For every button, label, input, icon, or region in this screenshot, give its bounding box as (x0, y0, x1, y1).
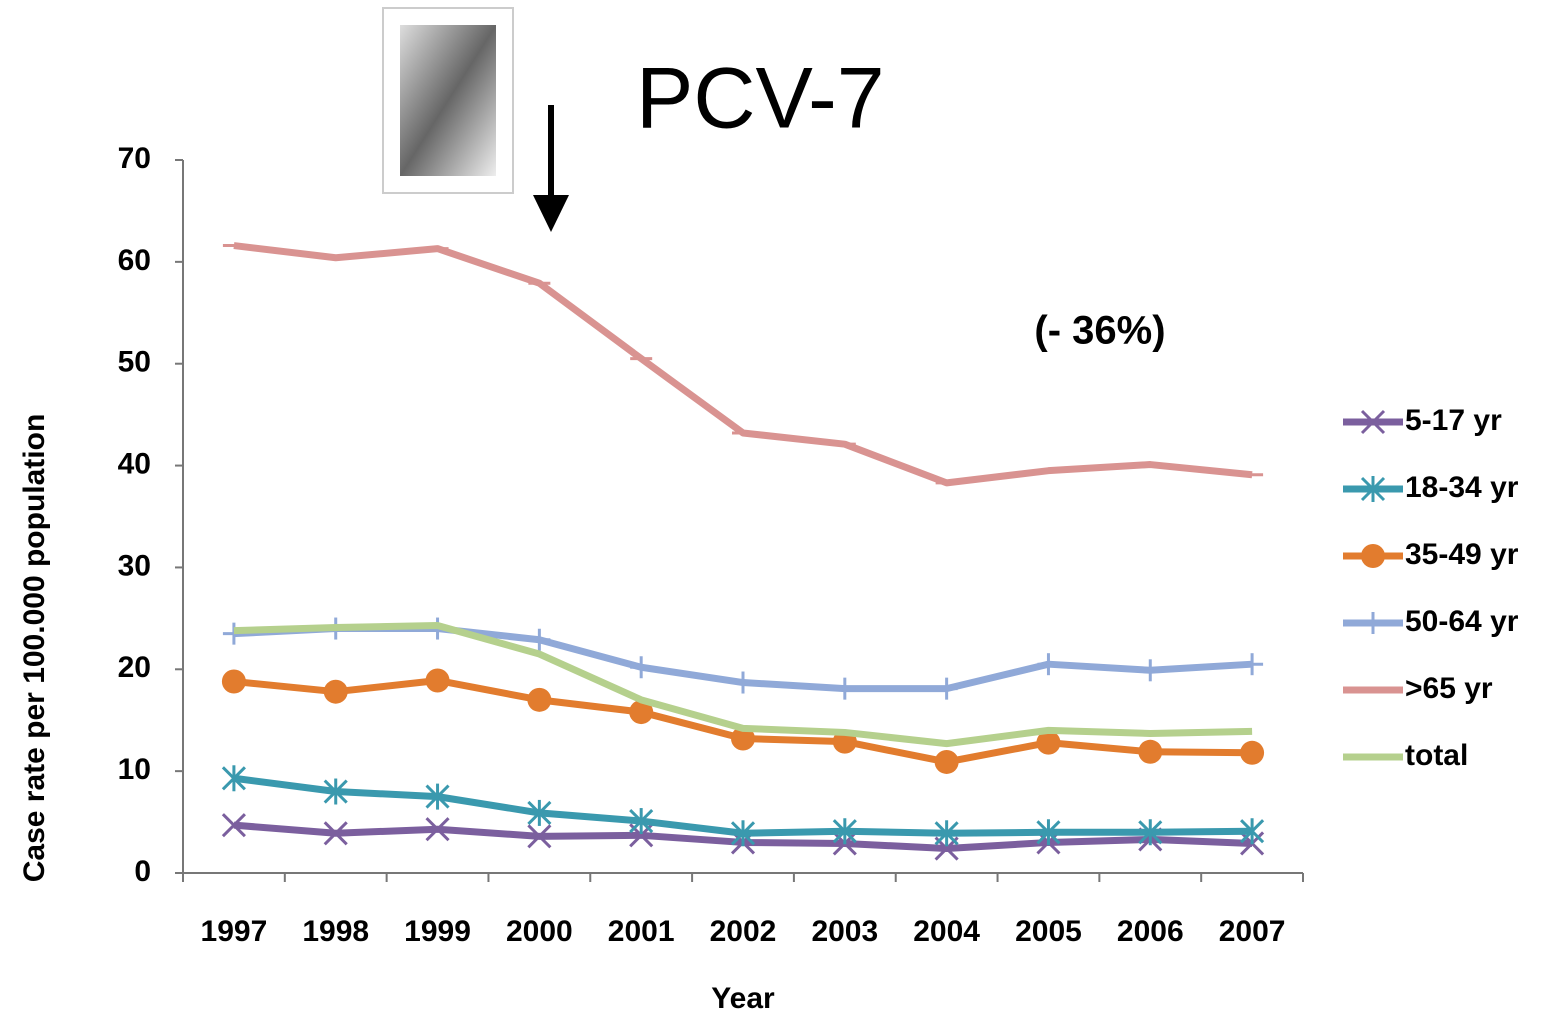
marker (527, 688, 551, 712)
x-axis-title: Year (711, 982, 775, 1015)
marker (222, 670, 246, 694)
marker (1138, 740, 1162, 764)
legend-label: 18-34 yr (1405, 471, 1519, 504)
annotation-pcv: PCV-7 (636, 51, 885, 147)
marker-dot (527, 688, 551, 712)
marker (1139, 659, 1161, 681)
x-tick-label: 2005 (1015, 915, 1082, 948)
y-tick-label: 40 (118, 447, 151, 480)
marker (834, 678, 856, 700)
page: PCV-7 (- 36%) Year Case rate per 100.000… (0, 0, 1550, 1017)
x-tick-label: 2004 (913, 915, 980, 948)
legend-label: total (1405, 739, 1468, 772)
marker-dot (1138, 740, 1162, 764)
marker (528, 629, 550, 651)
y-tick-label: 0 (134, 855, 151, 888)
legend-label: >65 yr (1405, 672, 1493, 705)
legend-label: 5-17 yr (1405, 404, 1502, 437)
marker-dot (222, 670, 246, 694)
x-tick-label: 2003 (811, 915, 878, 948)
series-line (234, 246, 1252, 483)
marker (1361, 544, 1385, 568)
x-tick-label: 2002 (710, 915, 777, 948)
y-tick-label: 20 (118, 651, 151, 684)
marker-dot (324, 680, 348, 704)
y-tick-label: 10 (118, 753, 151, 786)
marker (935, 750, 959, 774)
marker-dot (935, 750, 959, 774)
photo (400, 25, 496, 176)
marker-dot (426, 668, 450, 692)
marker (630, 656, 652, 678)
x-tick-label: 2001 (608, 915, 675, 948)
y-tick-label: 70 (118, 142, 151, 175)
x-tick-label: 2007 (1219, 915, 1286, 948)
y-tick-label: 30 (118, 549, 151, 582)
y-tick-label: 60 (118, 244, 151, 277)
marker (1240, 741, 1264, 765)
x-tick-label: 2006 (1117, 915, 1184, 948)
arrow-head (533, 195, 569, 232)
x-tick-label: 1997 (201, 915, 268, 948)
marker (426, 668, 450, 692)
marker (1037, 653, 1059, 675)
x-tick-label: 2000 (506, 915, 573, 948)
marker-dot (1240, 741, 1264, 765)
x-tick-label: 1999 (404, 915, 471, 948)
marker (732, 672, 754, 694)
legend-label: 50-64 yr (1405, 605, 1519, 638)
marker (936, 678, 958, 700)
marker (1241, 653, 1263, 675)
marker-dot (1361, 544, 1385, 568)
chart: PCV-7 (- 36%) Year Case rate per 100.000… (0, 0, 1550, 1017)
x-tick-label: 1998 (302, 915, 369, 948)
annotation-percent: (- 36%) (1034, 309, 1165, 353)
y-tick-label: 50 (118, 346, 151, 379)
marker (1362, 612, 1384, 634)
legend-label: 35-49 yr (1405, 538, 1519, 571)
y-axis-title: Case rate per 100.000 population (18, 414, 51, 883)
marker (324, 680, 348, 704)
